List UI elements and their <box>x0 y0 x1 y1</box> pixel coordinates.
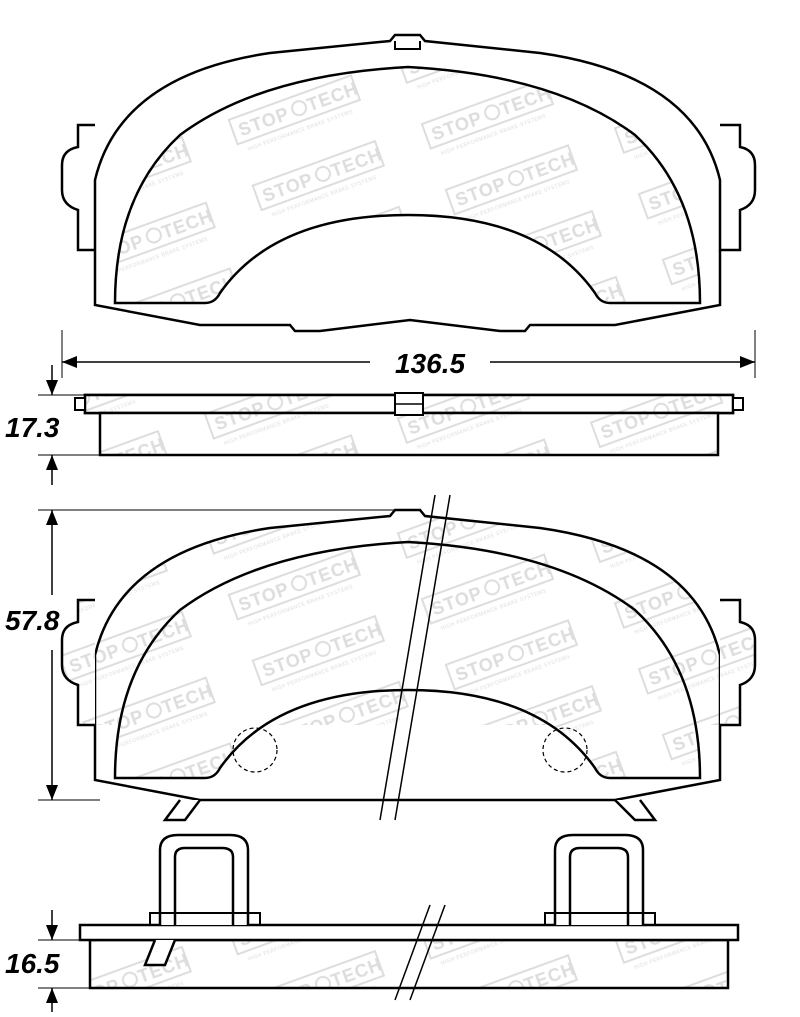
dim-label-thickness-bottom: 16.5 <box>5 948 60 980</box>
dim-label-thickness-top: 17.3 <box>5 412 60 444</box>
view-front-pad-top <box>62 35 755 331</box>
dim-label-width: 136.5 <box>395 348 465 380</box>
dim-height <box>38 510 395 800</box>
view-front-pad-bottom <box>62 495 755 820</box>
watermark-layer: STOP TECH HIGH PERFORMANCE BRAKE SYSTEMS <box>0 0 800 1017</box>
view-side-top <box>75 393 743 455</box>
dim-label-height: 57.8 <box>5 605 60 637</box>
view-bottom-clip <box>80 835 738 1000</box>
technical-drawing: STOP TECH HIGH PERFORMANCE BRAKE SYSTEMS <box>0 0 800 1017</box>
